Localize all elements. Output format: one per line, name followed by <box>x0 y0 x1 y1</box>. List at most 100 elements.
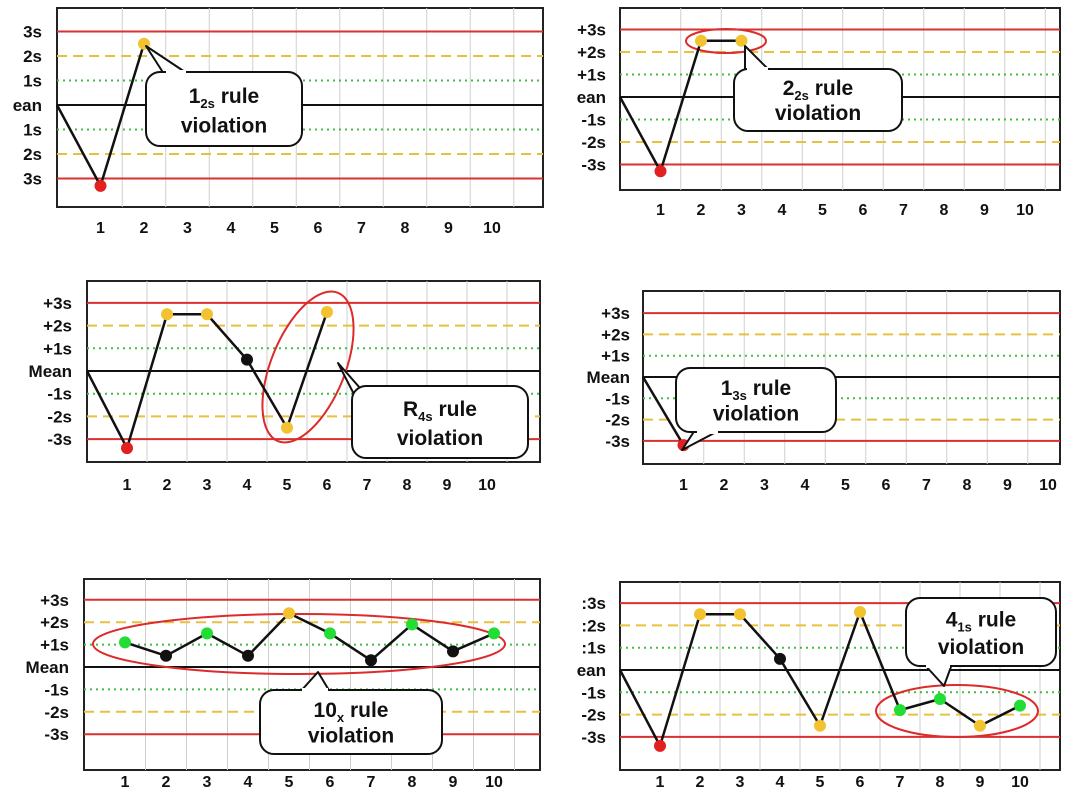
x-tick-label: 10 <box>1039 477 1057 494</box>
y-tick-label: 1s <box>23 72 42 91</box>
violation-highlight-ellipse <box>261 290 355 444</box>
series-line <box>124 611 495 662</box>
y-tick-label: -1s <box>581 111 606 130</box>
data-point <box>1014 699 1026 712</box>
callout-line-1: 10x rule <box>314 699 389 725</box>
x-tick-label: 1 <box>123 477 132 494</box>
y-tick-label: ean <box>577 661 606 680</box>
x-tick-label: 9 <box>444 220 453 237</box>
x-tick-label: 10 <box>1011 774 1029 791</box>
y-tick-label: 2s <box>23 145 42 164</box>
callout: 12s rule violation <box>145 45 303 147</box>
callout-line-2: violation <box>775 102 861 125</box>
y-tick-label: :2s <box>581 616 606 635</box>
y-tick-label: +3s <box>577 21 606 40</box>
y-tick-label: :1s <box>581 639 606 658</box>
y-tick-label: +1s <box>40 636 69 655</box>
x-tick-label: 8 <box>963 477 972 494</box>
callout-line-2: violation <box>181 115 267 138</box>
y-tick-label: +3s <box>601 304 630 323</box>
data-point <box>814 719 826 732</box>
callout-box <box>905 597 1057 667</box>
x-tick-label: 9 <box>980 202 989 219</box>
violation-highlight-ellipse <box>875 684 1039 738</box>
y-tick-label: Mean <box>587 368 630 387</box>
x-tick-label: 7 <box>363 477 372 494</box>
x-tick-label: 1 <box>679 477 688 494</box>
callout-line-2: violation <box>397 427 483 450</box>
data-point <box>654 739 666 752</box>
y-tick-label: Mean <box>26 658 69 677</box>
data-point <box>734 608 746 621</box>
x-tick-label: 2 <box>720 477 729 494</box>
rule-word: rule <box>972 609 1016 632</box>
y-tick-label: :3s <box>581 594 606 613</box>
rule-number: 10 <box>314 699 337 722</box>
rule-word: rule <box>809 77 853 100</box>
data-point <box>242 649 254 662</box>
x-tick-label: 2 <box>163 477 172 494</box>
x-tick-label: 4 <box>244 774 253 791</box>
data-point <box>161 308 173 321</box>
data-point <box>365 654 377 667</box>
data-point <box>654 165 667 178</box>
callout-line-1: 22s rule <box>783 77 854 103</box>
x-tick-label: 6 <box>856 774 865 791</box>
x-tick-label: 5 <box>841 477 850 494</box>
y-tick-label: +2s <box>601 325 630 344</box>
callout-box <box>145 71 303 147</box>
series-line <box>618 39 742 173</box>
callout-line-1: 12s rule <box>189 85 260 111</box>
data-point <box>241 353 253 366</box>
rule-subscript: 2s <box>794 88 808 103</box>
series-line <box>641 376 685 446</box>
x-tick-label: 1 <box>656 774 665 791</box>
callout-box <box>351 385 529 459</box>
x-tick-label: 2 <box>162 774 171 791</box>
x-tick-label: 5 <box>270 220 279 237</box>
data-point <box>695 34 707 47</box>
rule-word: rule <box>433 398 477 421</box>
x-tick-label: 7 <box>896 774 905 791</box>
y-tick-label: ean <box>577 88 606 107</box>
x-tick-label: 1 <box>656 202 665 219</box>
x-tick-label: 9 <box>976 774 985 791</box>
data-point <box>201 308 213 321</box>
callout-box <box>733 68 903 132</box>
y-tick-label: -2s <box>47 407 72 426</box>
x-tick-label: 3 <box>183 220 192 237</box>
callout-box <box>675 367 837 433</box>
data-point <box>94 179 107 192</box>
y-tick-label: -1s <box>44 680 69 699</box>
rule-subscript: x <box>337 710 345 725</box>
y-tick-label: -1s <box>47 385 72 404</box>
y-tick-label: ean <box>13 96 42 115</box>
rule-subscript: 2s <box>200 96 214 111</box>
data-point <box>160 649 172 662</box>
x-tick-label: 6 <box>323 477 332 494</box>
data-point <box>894 704 906 717</box>
x-tick-label: 2 <box>696 774 705 791</box>
x-tick-label: 10 <box>478 477 496 494</box>
data-point <box>281 421 293 434</box>
y-tick-label: 2s <box>23 47 42 66</box>
y-tick-label: -3s <box>581 156 606 175</box>
y-tick-label: -2s <box>581 706 606 725</box>
x-tick-label: 10 <box>1016 202 1034 219</box>
x-tick-label: 8 <box>936 774 945 791</box>
y-tick-label: +1s <box>601 347 630 366</box>
x-tick-label: 7 <box>922 477 931 494</box>
data-point <box>324 627 336 640</box>
x-tick-label: 9 <box>1003 477 1012 494</box>
callout-line-1: 13s rule <box>721 377 792 403</box>
x-tick-label: 3 <box>760 477 769 494</box>
data-point <box>406 618 418 631</box>
data-point <box>447 645 459 658</box>
x-tick-label: 7 <box>357 220 366 237</box>
